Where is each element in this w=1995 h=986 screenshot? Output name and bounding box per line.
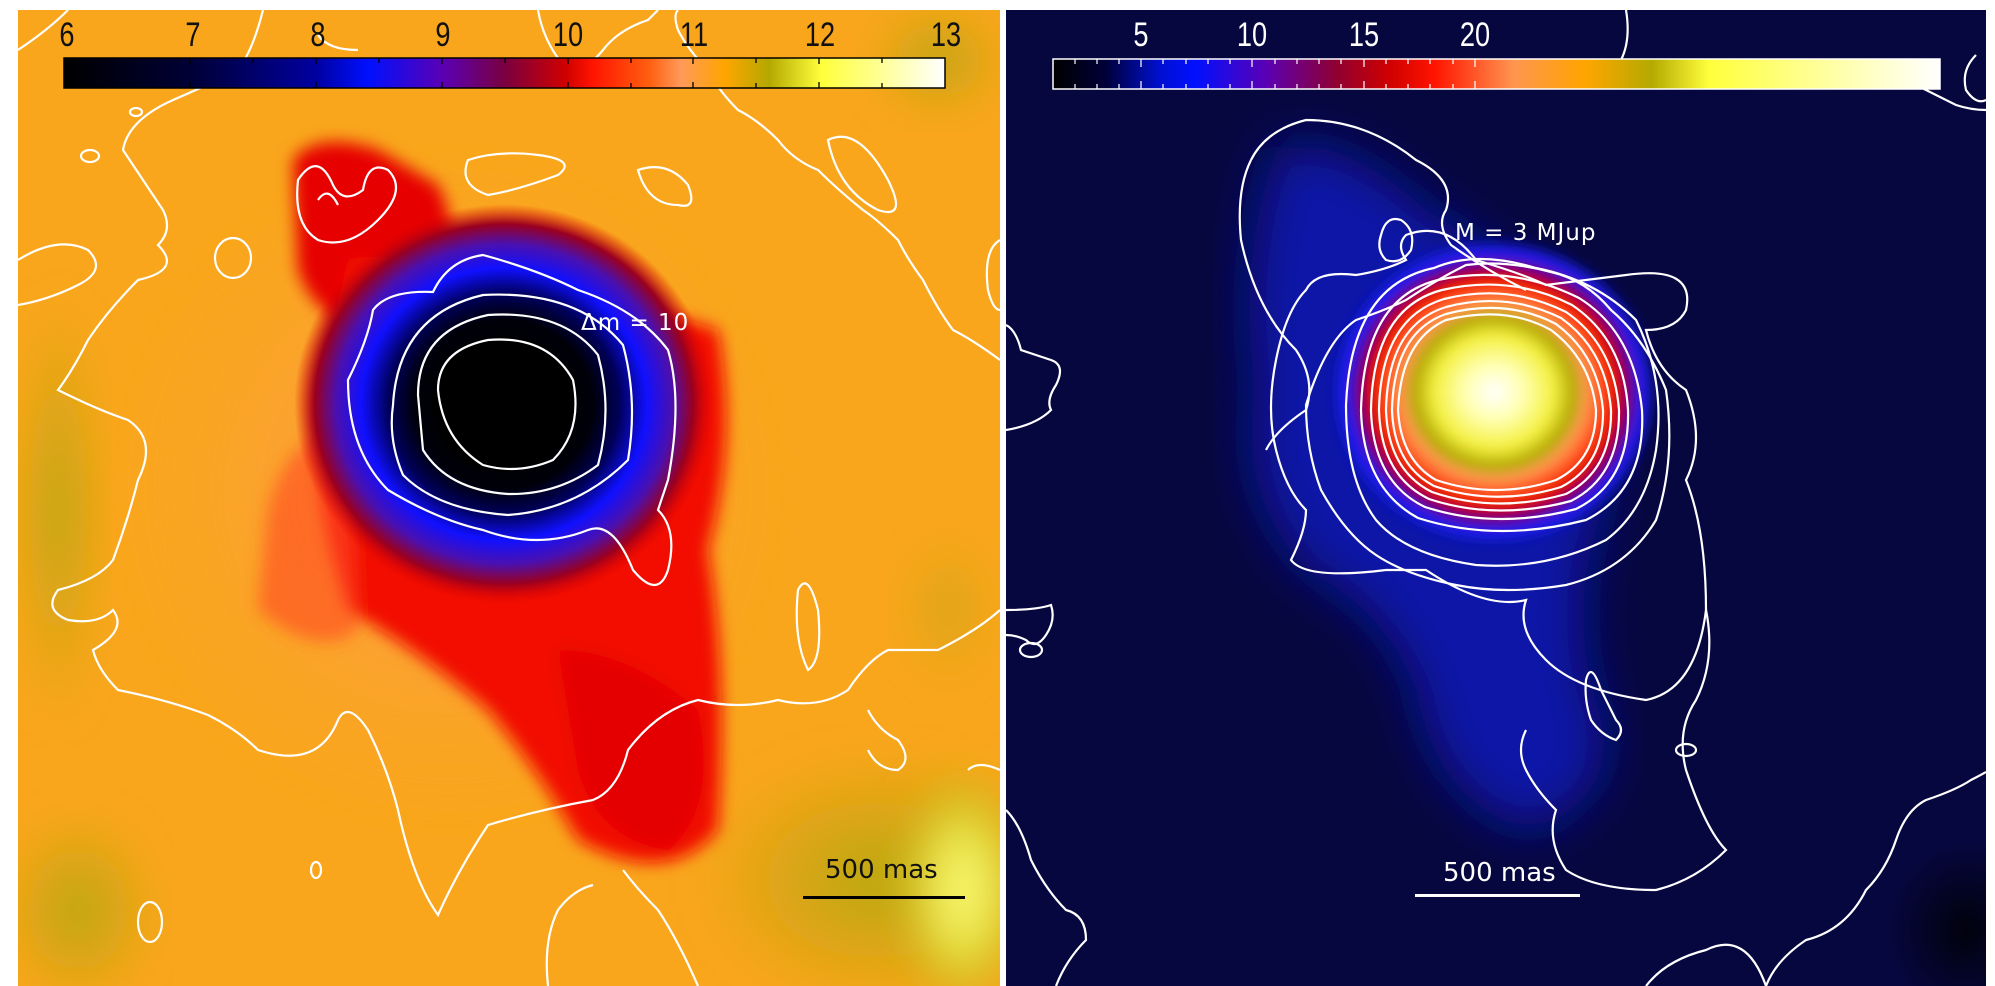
right-colorbar-tick-label: 10 <box>1236 16 1268 54</box>
left-colorbar-tick-label: 9 <box>435 16 451 54</box>
left-scale-bar <box>803 896 965 899</box>
left-colorbar <box>63 57 946 89</box>
left-colorbar-tick-label: 11 <box>679 16 709 54</box>
left-colorbar-tick-label: 6 <box>59 16 75 54</box>
mass-annotation: M = 3 MJup <box>1455 220 1597 246</box>
right-colorbar-tick-label: 20 <box>1459 16 1491 54</box>
left-colorbar-tick-label: 10 <box>552 16 584 54</box>
right-heatmap-image <box>1006 10 1986 986</box>
left-scale-bar-label: 500 mas <box>825 855 938 885</box>
right-colorbar-tick-label: 15 <box>1348 16 1380 54</box>
delta-m-annotation: Δm = 10 <box>581 310 690 336</box>
left-heatmap-image <box>18 10 1000 986</box>
left-colorbar-tick-label: 7 <box>185 16 201 54</box>
right-colorbar-tick-label: 5 <box>1133 16 1149 54</box>
left-contours <box>18 10 1000 986</box>
right-colorbar <box>1052 58 1941 90</box>
right-mass-map-panel: 5 10 15 20 M = 3 MJup 500 mas <box>1006 10 1986 986</box>
left-contrast-map-panel: 6 7 8 9 10 11 12 13 Δm = 10 500 mas <box>18 10 1000 986</box>
left-colorbar-tick-label: 13 <box>930 16 962 54</box>
left-colorbar-tick-label: 8 <box>310 16 326 54</box>
left-colorbar-tick-label: 12 <box>804 16 836 54</box>
right-scale-bar-label: 500 mas <box>1443 858 1556 888</box>
right-scale-bar <box>1415 894 1580 897</box>
